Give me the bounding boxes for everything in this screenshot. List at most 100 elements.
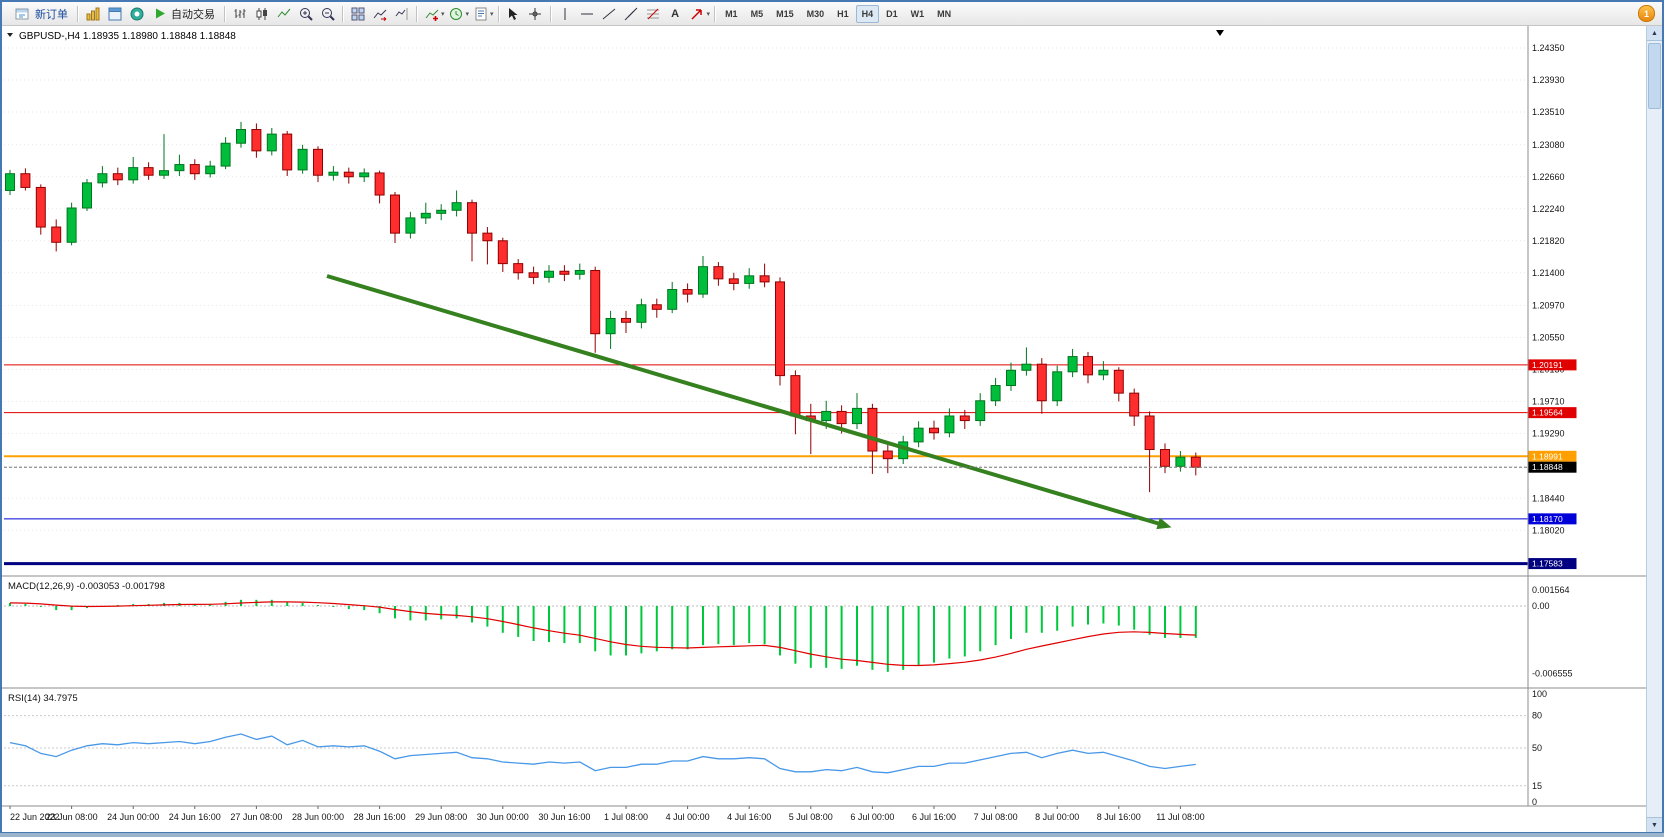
time-axis-label: 8 Jul 16:00	[1097, 812, 1141, 822]
candle-body	[220, 142, 231, 167]
fibonacci-tool-icon[interactable]	[643, 3, 664, 24]
timeframe-H4[interactable]: H4	[855, 4, 880, 23]
chart-canvas[interactable]: 1.24350 1.23930 1.23510 1.23080 1.22660 1.222…	[2, 26, 1647, 832]
toolbar-separator	[224, 5, 225, 22]
scroll-to-end-marker[interactable]	[1216, 30, 1224, 36]
autotrade-label: 自动交易	[171, 8, 215, 21]
price-badge-label: 1.17583	[1532, 559, 1563, 569]
timeframe-M15[interactable]: M15	[776, 8, 794, 19]
candle-body	[174, 164, 185, 172]
price-badge	[1528, 359, 1577, 371]
timeframe-H1[interactable]: H1	[837, 8, 849, 19]
arrows-tool-icon[interactable]	[687, 3, 708, 24]
autotrade-button[interactable]: 自动交易	[148, 1, 220, 26]
timeframe-group: M1 M5 M15 M30 H1 H4 D1 W1 MN	[719, 4, 957, 23]
macd-axis-label: 0.001564	[1532, 585, 1570, 595]
templates-dropdown-caret[interactable]: ▾	[490, 10, 494, 18]
candle-body	[1160, 449, 1170, 467]
data-window-icon[interactable]	[104, 3, 125, 24]
price-badge-label: 1.18170	[1532, 514, 1563, 524]
chart-collapse-icon[interactable]	[7, 33, 13, 37]
candle-body	[975, 400, 986, 422]
time-axis-label: 1 Jul 08:00	[604, 812, 648, 822]
candle-body	[667, 289, 678, 310]
periods-dropdown-caret[interactable]: ▾	[465, 10, 470, 18]
trend-arrow-head[interactable]	[1156, 517, 1172, 530]
arrows-dropdown-caret[interactable]: ▾	[706, 10, 711, 18]
timeframe-W1[interactable]: W1	[910, 8, 925, 19]
candlestick-type-icon[interactable]	[251, 3, 272, 24]
toolbar-separator	[416, 5, 417, 22]
price-axis-label: 1.22660	[1532, 172, 1565, 182]
macd-axis-label: -0.006555	[1532, 669, 1573, 679]
channel-tool-icon[interactable]	[621, 3, 642, 24]
timeframe-MN[interactable]: MN	[937, 8, 952, 19]
timeframe-M5[interactable]: M5	[750, 8, 764, 19]
macd-histogram	[9, 599, 1197, 672]
price-axis-label: 1.23080	[1532, 140, 1565, 150]
notification-badge[interactable]: 1	[1638, 5, 1655, 22]
candle-body	[682, 289, 693, 295]
candle-body	[621, 317, 631, 323]
chart-shift-icon[interactable]	[391, 3, 412, 24]
horizontal-line-tool-icon[interactable]	[577, 3, 598, 24]
timeframe-D1[interactable]: D1	[886, 8, 898, 19]
timeframe-M30[interactable]: M30	[806, 8, 825, 19]
line-chart-type-icon[interactable]	[273, 3, 294, 24]
candles	[5, 121, 1201, 493]
time-axis-label: 27 Jun 08:00	[230, 812, 282, 822]
scroll-down-arrow-icon[interactable]: ▼	[1647, 817, 1662, 832]
candle-body	[882, 450, 893, 460]
toolbar-separator	[342, 5, 343, 22]
cursor-icon[interactable]	[503, 3, 524, 24]
indicators-icon[interactable]	[421, 3, 442, 24]
scrollbar-thumb[interactable]	[1648, 43, 1661, 109]
candle-body	[313, 148, 323, 176]
templates-icon[interactable]	[470, 3, 491, 24]
toolbar-separator	[497, 5, 499, 22]
candle-body	[1144, 415, 1155, 451]
rsi-panel: 100 80 50 15 0	[4, 689, 1547, 807]
candle-body	[405, 217, 416, 234]
candle-body	[790, 375, 801, 417]
auto-scroll-icon[interactable]	[369, 3, 390, 24]
indicators-dropdown-caret[interactable]: ▾	[441, 10, 445, 18]
zoom-in-icon[interactable]	[295, 3, 316, 24]
trend-arrow-line[interactable]	[326, 274, 1161, 526]
candle-body	[467, 202, 477, 234]
tile-windows-icon[interactable]	[347, 3, 368, 24]
vertical-line-tool-icon[interactable]	[555, 3, 576, 24]
navigator-icon[interactable]	[126, 3, 147, 24]
text-tool-icon[interactable]: A	[671, 7, 680, 20]
trendline-tool-icon[interactable]	[599, 3, 620, 24]
market-watch-icon[interactable]	[82, 3, 103, 24]
candle-body	[636, 304, 647, 323]
vertical-scrollbar[interactable]: ▲ ▼	[1646, 26, 1662, 832]
time-axis-label: 6 Jul 00:00	[850, 812, 894, 822]
chart-title: GBPUSD-,H4 1.18935 1.18980 1.18848 1.188…	[19, 31, 236, 42]
candle-body	[651, 304, 662, 310]
candle-body	[1036, 363, 1047, 402]
candle-body	[698, 266, 708, 295]
horizontal-lines	[4, 364, 1528, 566]
timeframe-M1[interactable]: M1	[725, 8, 738, 19]
time-axis-label: 4 Jul 16:00	[727, 812, 771, 822]
new-order-button[interactable]: 新订单	[6, 1, 73, 26]
price-axis-label: 1.22240	[1532, 204, 1565, 214]
time-axis-label: 24 Jun 16:00	[169, 812, 221, 822]
zoom-out-icon[interactable]	[317, 3, 338, 24]
crosshair-icon[interactable]	[525, 3, 546, 24]
new-order-icon	[11, 3, 32, 24]
toolbar-separator	[714, 5, 716, 22]
new-order-label: 新订单	[35, 8, 68, 21]
macd-signal-line	[9, 601, 1196, 667]
bar-chart-type-icon[interactable]	[229, 3, 250, 24]
candle-body	[374, 172, 385, 196]
rsi-axis-label: 80	[1532, 711, 1542, 721]
candle-body	[359, 172, 370, 178]
scroll-up-arrow-icon[interactable]: ▲	[1647, 26, 1662, 41]
candle-body	[436, 209, 447, 214]
periods-icon[interactable]	[446, 3, 467, 24]
